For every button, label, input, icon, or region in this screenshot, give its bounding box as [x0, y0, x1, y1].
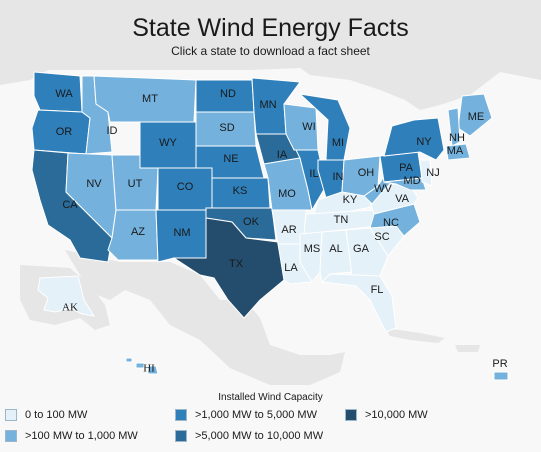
state-NH[interactable] — [447, 107, 461, 147]
page-title: State Wind Energy Facts — [132, 14, 409, 42]
state-ND[interactable] — [195, 79, 255, 113]
legend-item: >100 MW to 1,000 MW — [5, 430, 138, 442]
cuba-landmass — [385, 328, 445, 343]
state-MT[interactable] — [93, 75, 197, 123]
legend-swatch — [345, 409, 357, 421]
legend-swatch — [175, 409, 187, 421]
state-WA[interactable] — [33, 71, 83, 113]
state-AZ[interactable] — [107, 209, 159, 261]
legend-swatch — [5, 409, 17, 421]
state-PR[interactable] — [493, 371, 509, 381]
legend-item: >1,000 MW to 5,000 MW — [175, 409, 317, 421]
state-SD[interactable] — [195, 111, 257, 147]
page-subtitle: Click a state to download a fact sheet — [171, 44, 370, 58]
state-MS[interactable] — [299, 231, 323, 283]
state-CO[interactable] — [157, 167, 213, 211]
legend-item: 0 to 100 MW — [5, 409, 87, 421]
state-HI[interactable] — [125, 357, 159, 375]
state-WY[interactable] — [139, 121, 197, 169]
state-PA[interactable] — [379, 151, 423, 183]
legend-item: >10,000 MW — [345, 409, 428, 421]
legend-label: >5,000 MW to 10,000 MW — [195, 430, 324, 442]
legend-title: Installed Wind Capacity — [218, 392, 323, 403]
state-MA[interactable] — [445, 143, 471, 161]
state-OR[interactable] — [31, 109, 91, 155]
state-NM[interactable] — [155, 209, 207, 263]
legend-label: >1,000 MW to 5,000 MW — [195, 409, 317, 421]
legend-swatch — [5, 430, 17, 442]
legend-label: >10,000 MW — [365, 409, 428, 421]
legend-item: >5,000 MW to 10,000 MW — [175, 430, 323, 442]
state-MD[interactable] — [383, 177, 427, 191]
state-TX[interactable] — [172, 217, 285, 319]
legend-label: 0 to 100 MW — [25, 409, 88, 421]
legend-swatch — [175, 430, 187, 442]
state-FL[interactable] — [320, 273, 397, 333]
mexico-landmass — [65, 250, 345, 385]
state-NY[interactable] — [383, 117, 445, 161]
state-KS[interactable] — [211, 177, 271, 209]
state-NJ[interactable] — [419, 159, 433, 187]
legend-label: >100 MW to 1,000 MW — [25, 430, 138, 442]
hispaniola-landmass — [455, 345, 480, 352]
canada-landmass — [0, 0, 541, 110]
state-AK[interactable] — [37, 275, 96, 317]
